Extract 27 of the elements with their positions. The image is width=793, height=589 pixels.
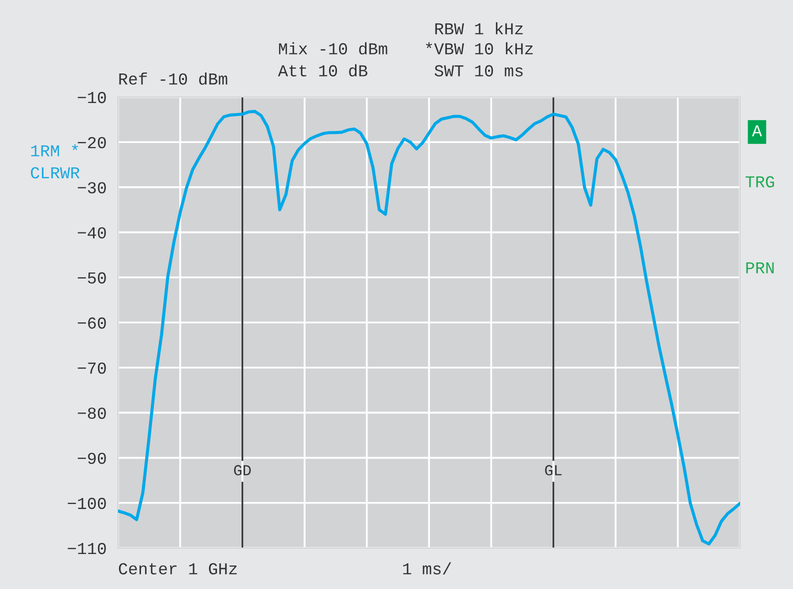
text: A: [752, 125, 762, 136]
text: SWT 10 ms: [434, 65, 523, 76]
text: 1 ms/: [403, 562, 452, 574]
y-tick-label: −40: [78, 227, 106, 239]
text: *VBW 10 kHz: [426, 42, 533, 54]
y-tick-label: −90: [78, 452, 106, 464]
text: 1RM *: [31, 144, 78, 156]
text: TRG: [746, 176, 774, 188]
line-series: [118, 110, 740, 546]
text: PRN: [746, 262, 774, 274]
text: Mix -10 dBm: [279, 42, 388, 55]
y-tick-label: −10: [78, 92, 106, 104]
annotation: GD: [234, 465, 251, 476]
y-tick-label: −60: [78, 317, 106, 329]
y-tick-label: −70: [78, 362, 106, 374]
y-tick-label: −50: [78, 272, 106, 284]
y-tick-label: −30: [78, 182, 106, 194]
text: RBW 1 kHz: [435, 22, 523, 34]
annotation: GL: [545, 465, 562, 476]
y-tick-label: −110: [68, 542, 106, 554]
y-tick-label: −80: [78, 408, 106, 419]
text: Att 10 dB: [278, 64, 368, 77]
text: Center 1 GHz: [118, 563, 237, 574]
y-tick-label: −20: [78, 136, 106, 148]
text: CLRWR: [30, 167, 80, 178]
chart-title: Ref -10 dBm: [119, 72, 228, 85]
y-tick-label: −100: [68, 498, 106, 510]
